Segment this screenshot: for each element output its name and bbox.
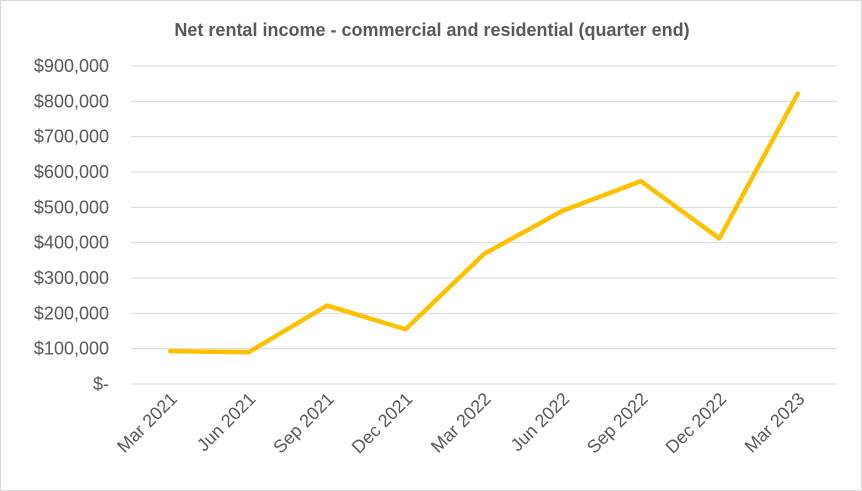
data-point bbox=[718, 237, 720, 239]
data-point bbox=[326, 305, 328, 307]
y-axis-ticks: $- $100,000 $200,000 $300,000 $400,000 $500,0… bbox=[34, 56, 109, 394]
data-point bbox=[483, 253, 485, 255]
y-tick-label: $700,000 bbox=[34, 127, 109, 147]
y-tick-label: $900,000 bbox=[34, 56, 109, 76]
x-tick-label: Sep 2021 bbox=[269, 389, 338, 458]
y-tick-label: $200,000 bbox=[34, 303, 109, 323]
x-tick-label: Sep 2022 bbox=[583, 389, 652, 458]
x-axis-ticks: Mar 2021 Jun 2021 Sep 2021 Dec 2021 Mar 2022… bbox=[113, 389, 808, 458]
y-tick-label: $300,000 bbox=[34, 268, 109, 288]
series-layer bbox=[167, 91, 801, 355]
data-point bbox=[797, 93, 799, 95]
x-tick-label: Jun 2022 bbox=[507, 389, 574, 456]
data-point bbox=[640, 180, 642, 182]
x-tick-label: Jun 2021 bbox=[193, 389, 260, 456]
y-tick-label: $- bbox=[93, 374, 109, 394]
y-tick-label: $600,000 bbox=[34, 162, 109, 182]
y-tick-label: $100,000 bbox=[34, 339, 109, 359]
x-tick-label: Mar 2023 bbox=[741, 389, 809, 457]
y-tick-label: $400,000 bbox=[34, 233, 109, 253]
y-tick-label: $500,000 bbox=[34, 197, 109, 217]
data-point bbox=[561, 210, 563, 212]
data-point bbox=[248, 351, 250, 353]
x-tick-label: Mar 2021 bbox=[113, 389, 181, 457]
gridlines bbox=[131, 65, 837, 385]
x-tick-label: Dec 2022 bbox=[662, 389, 731, 458]
y-tick-label: $800,000 bbox=[34, 91, 109, 111]
x-tick-label: Mar 2022 bbox=[427, 389, 495, 457]
x-tick-label: Dec 2021 bbox=[348, 389, 417, 458]
data-point bbox=[405, 328, 407, 330]
chart-title: Net rental income - commercial and resid… bbox=[174, 20, 690, 40]
data-point bbox=[169, 350, 171, 352]
